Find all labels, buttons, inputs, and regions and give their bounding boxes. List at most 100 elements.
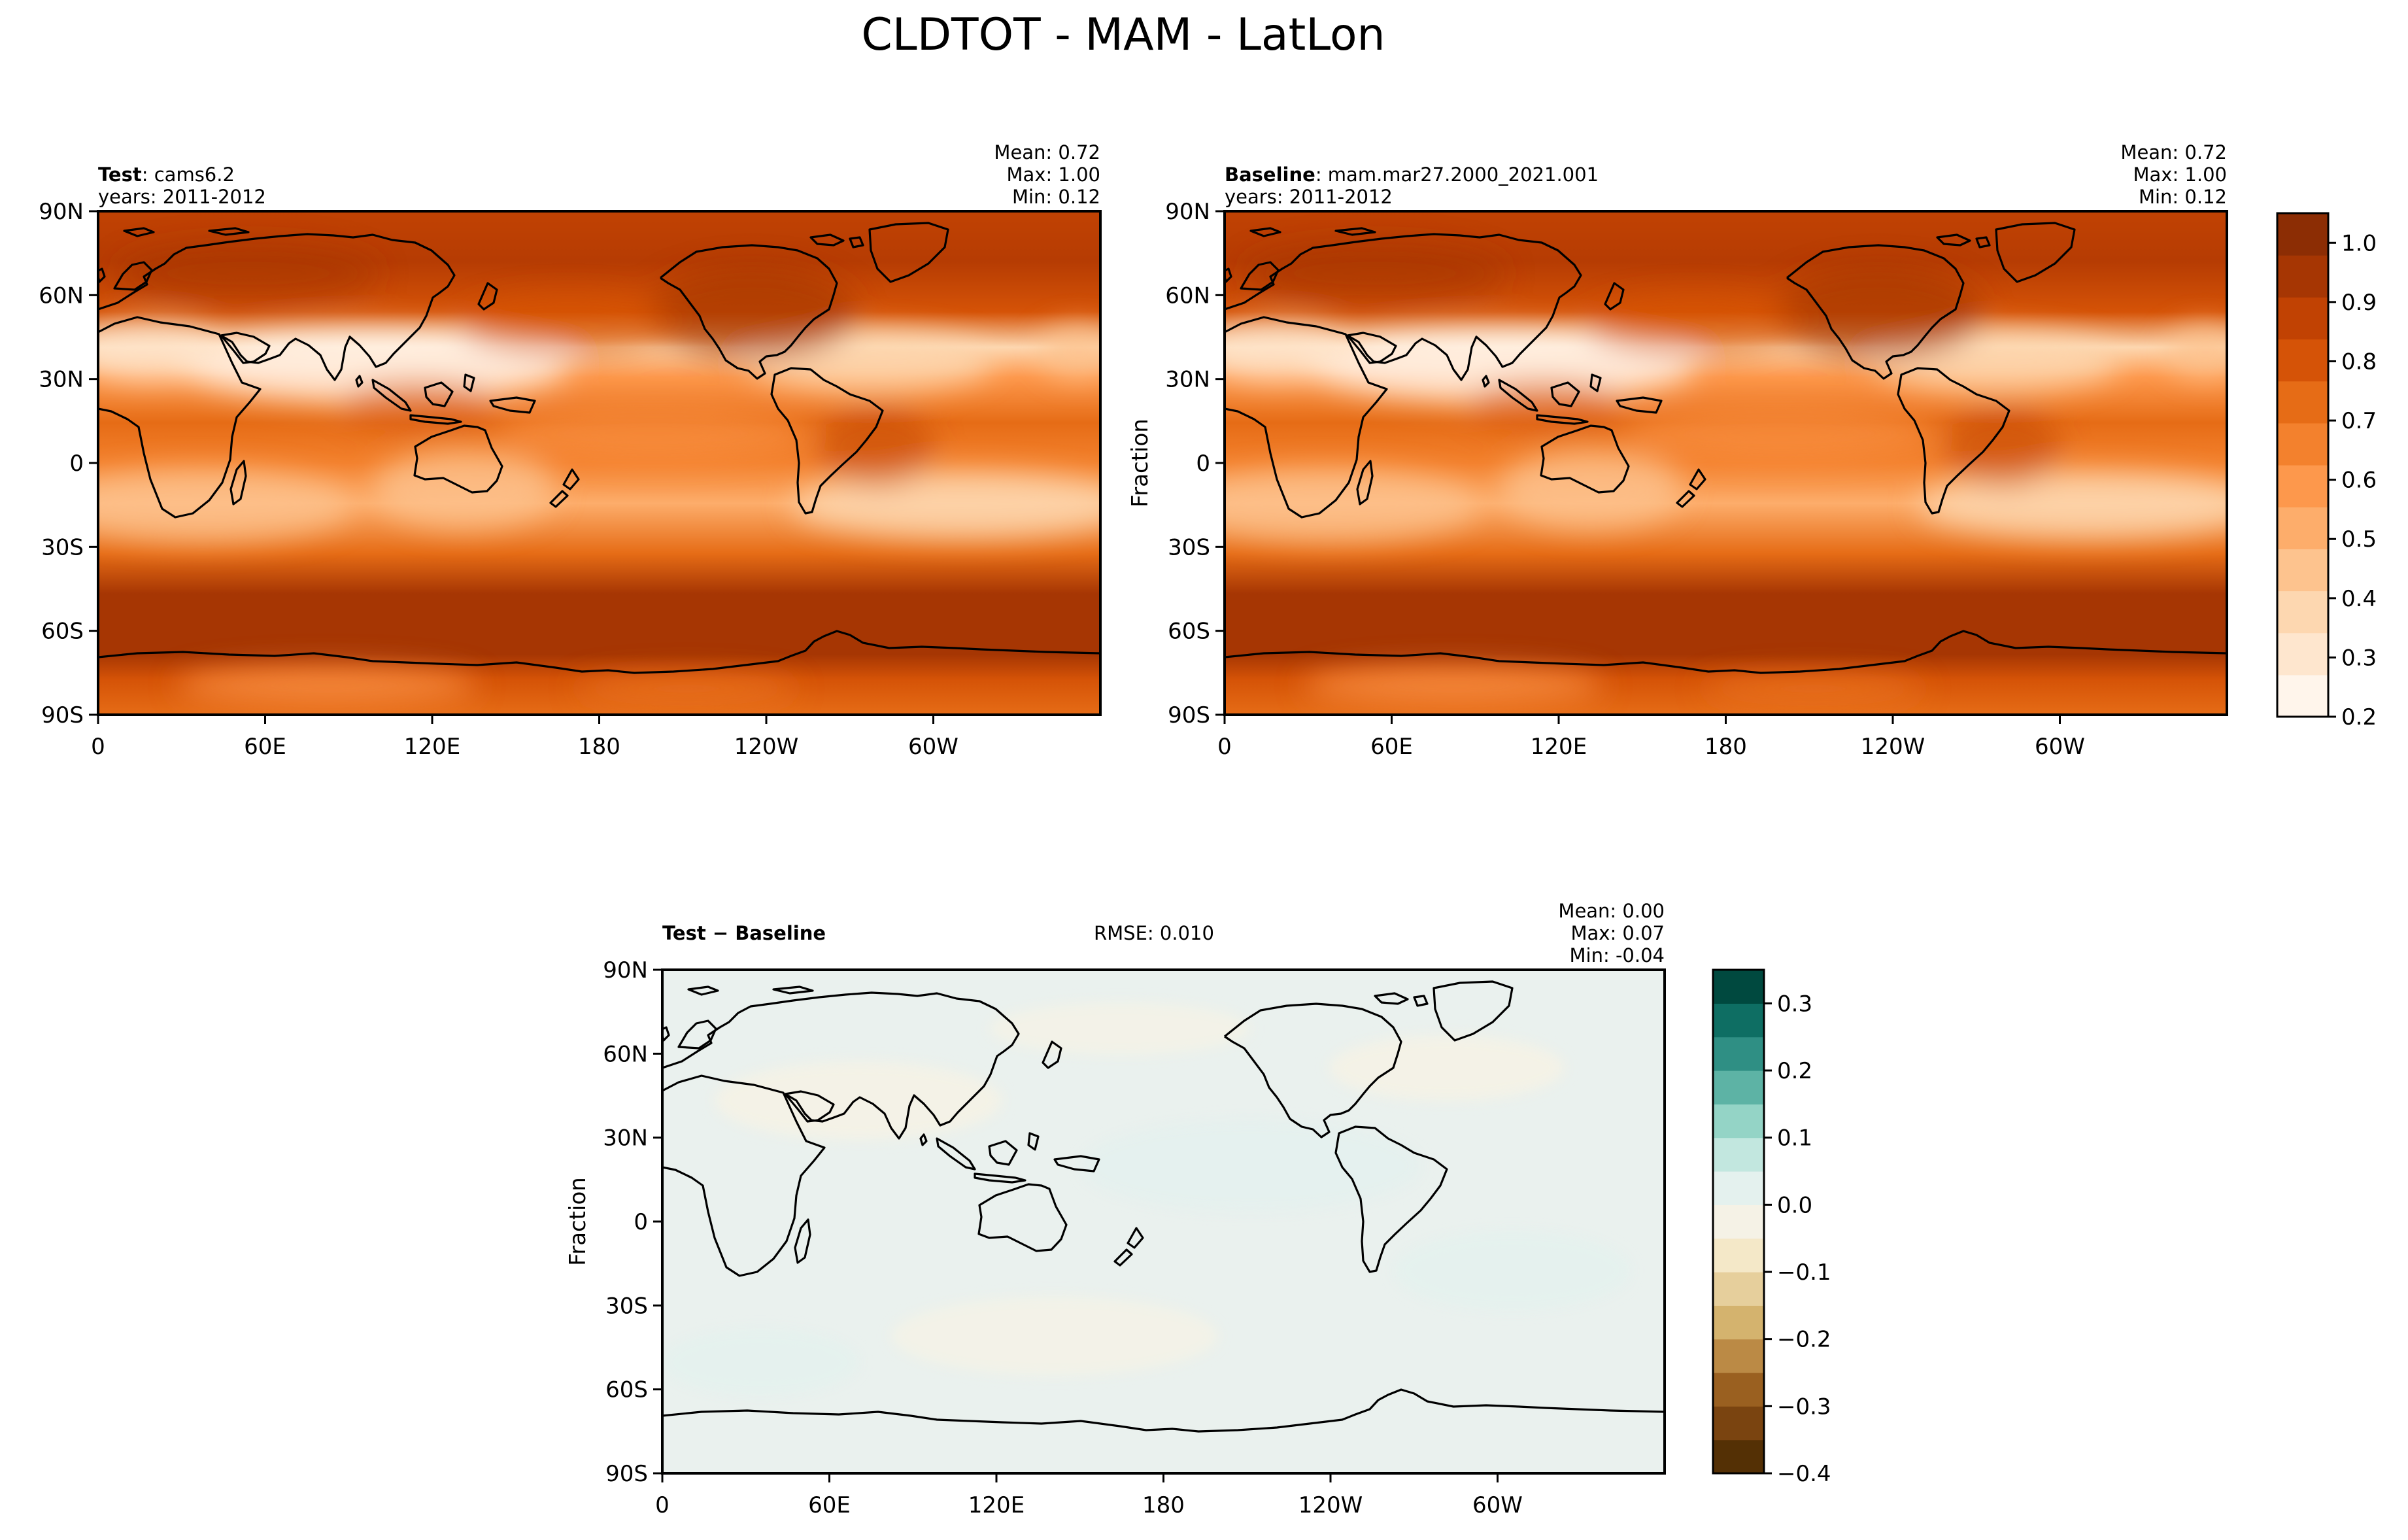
figure-title: CLDTOT - MAM - LatLon [861,9,1385,61]
colorbar-tick-label: 1.0 [2341,230,2377,256]
y-tick-label: 60N [39,282,84,309]
colorbar-band [1713,1305,1764,1340]
colorbar-tick-label: 0.4 [2341,586,2377,612]
test-years: years: 2011-2012 [98,186,266,208]
colorbar-tick-label: 0.3 [2341,645,2377,671]
test-label: Test: cams6.2 [98,163,235,186]
colorbar-band [2277,590,2328,634]
colorbar-tick-label: 0.6 [2341,468,2377,494]
test-map [52,211,1131,715]
colorbar-tick-label: −0.4 [1777,1461,1831,1487]
colorbar-band [2277,381,2328,424]
colorbar-band [2277,549,2328,592]
colorbar-tick-label: −0.1 [1777,1259,1831,1286]
x-tick-label: 180 [1142,1492,1185,1518]
y-tick-label: 0 [69,451,84,477]
x-tick-label: 60E [1370,734,1413,760]
x-tick-label: 0 [1217,734,1232,760]
colorbar-band [2277,674,2328,717]
colorbar-frame [2276,212,2330,718]
colorbar-band [2277,213,2328,256]
colorbar-tick-label: 0.8 [2341,349,2377,375]
y-tick-label: 60N [1165,282,1210,309]
label-rest: : cams6.2 [142,163,235,186]
x-tick-label: 60E [808,1492,851,1518]
colorbar-band [1713,1205,1764,1239]
x-tick-label: 120W [1861,734,1925,760]
x-tick-label: 120E [968,1492,1025,1518]
colorbar-band [1713,1036,1764,1071]
x-tick-label: 0 [91,734,105,760]
y-tick-label: 0 [634,1209,648,1235]
colorbar-band [2277,632,2328,676]
stat-max: Max: 1.00 [2133,163,2227,186]
baseline-years: years: 2011-2012 [1225,186,1393,208]
colorbar-baseline: 1.0 0.9 0.8 0.7 0.6 0.5 0.4 0.3 0.2 [2276,212,2377,730]
stat-max: Max: 0.07 [1570,922,1665,944]
colorbar-band [1713,1137,1764,1172]
x-tick-label: 120W [734,734,799,760]
y-tick-label: 90N [39,199,84,225]
colorbar-tick-label: 0.3 [1777,991,1812,1017]
x-tick-label: 180 [578,734,620,760]
difference-panel: 0 60E 120E 180 120W 60W 90N 60N 30N 0 30S 60S 90S Tes… [565,900,1666,1518]
x-tick-label: 120W [1298,1492,1363,1518]
stat-mean: Mean: 0.72 [2120,141,2227,163]
difference-map [662,970,1665,1473]
label-bold: Baseline [1225,163,1315,186]
colorbar-difference: 0.3 0.2 0.1 0.0 −0.1 −0.2 −0.3 −0.4 [1712,968,1831,1487]
colorbar-tick-label: 0.2 [2341,704,2377,730]
x-tick-label: 120E [404,734,460,760]
y-tick-label: 90N [1165,199,1210,225]
y-tick-label: 90N [603,957,648,984]
test-field [52,211,1131,715]
colorbar-band [1713,1070,1764,1104]
colorbar-band [2277,465,2328,507]
x-tick-label: 0 [655,1492,670,1518]
x-tick-label: 60E [244,734,286,760]
x-tick-label: 60W [2035,734,2085,760]
colorbar-band [2277,255,2328,298]
colorbar-tick-label: 0.5 [2341,526,2377,553]
stat-min: Min: -0.04 [1570,944,1665,967]
x-tick-label: 180 [1704,734,1747,760]
baseline-field [1179,211,2258,715]
colorbar-band [1713,970,1764,1004]
x-tick-label: 120E [1531,734,1587,760]
y-tick-label: 60S [41,619,84,645]
colorbar-band [1713,1272,1764,1306]
stat-max: Max: 1.00 [1006,163,1100,186]
y-tick-label: 90S [605,1461,648,1487]
test-panel: 0 60E 120E 180 120W 60W 90N 60N 30N 0 30S 60S 90S Tes… [39,141,1131,760]
y-tick-label: 60S [605,1377,648,1403]
rmse-label: RMSE: 0.010 [1094,922,1214,944]
colorbar-band [1713,1339,1764,1373]
colorbar-band [1713,1373,1764,1407]
colorbar-band [1713,1238,1764,1273]
y-axis-label: Fraction [1127,419,1153,507]
colorbar-band [2277,422,2328,466]
colorbar-frame [1712,968,1765,1475]
colorbar-band [2277,339,2328,382]
colorbar-tick-label: 0.0 [1777,1192,1812,1218]
y-tick-label: 60N [603,1041,648,1067]
x-tick-label: 60W [908,734,958,760]
difference-field [662,970,1665,1473]
colorbar-tick-label: −0.3 [1777,1394,1831,1420]
baseline-label: Baseline: mam.mar27.2000_2021.001 [1225,163,1599,186]
y-tick-label: 60S [1168,619,1210,645]
y-tick-label: 30N [603,1125,648,1152]
x-tick-label: 60W [1472,1492,1523,1518]
colorbar-band [2277,507,2328,549]
colorbar-tick-label: 0.7 [2341,408,2377,434]
difference-label: Test − Baseline [662,922,826,944]
baseline-panel: 0 60E 120E 180 120W 60W 90N 60N 30N 0 30S 60S 90S Bas… [1127,141,2258,760]
colorbar-band [1713,1171,1764,1205]
y-tick-label: 30S [1168,534,1210,560]
colorbar-band [1713,1104,1764,1138]
label-bold: Test − Baseline [662,922,826,944]
y-tick-label: 90S [1168,702,1210,728]
colorbar-band [2277,297,2328,340]
colorbar-tick-label: −0.2 [1777,1327,1831,1353]
